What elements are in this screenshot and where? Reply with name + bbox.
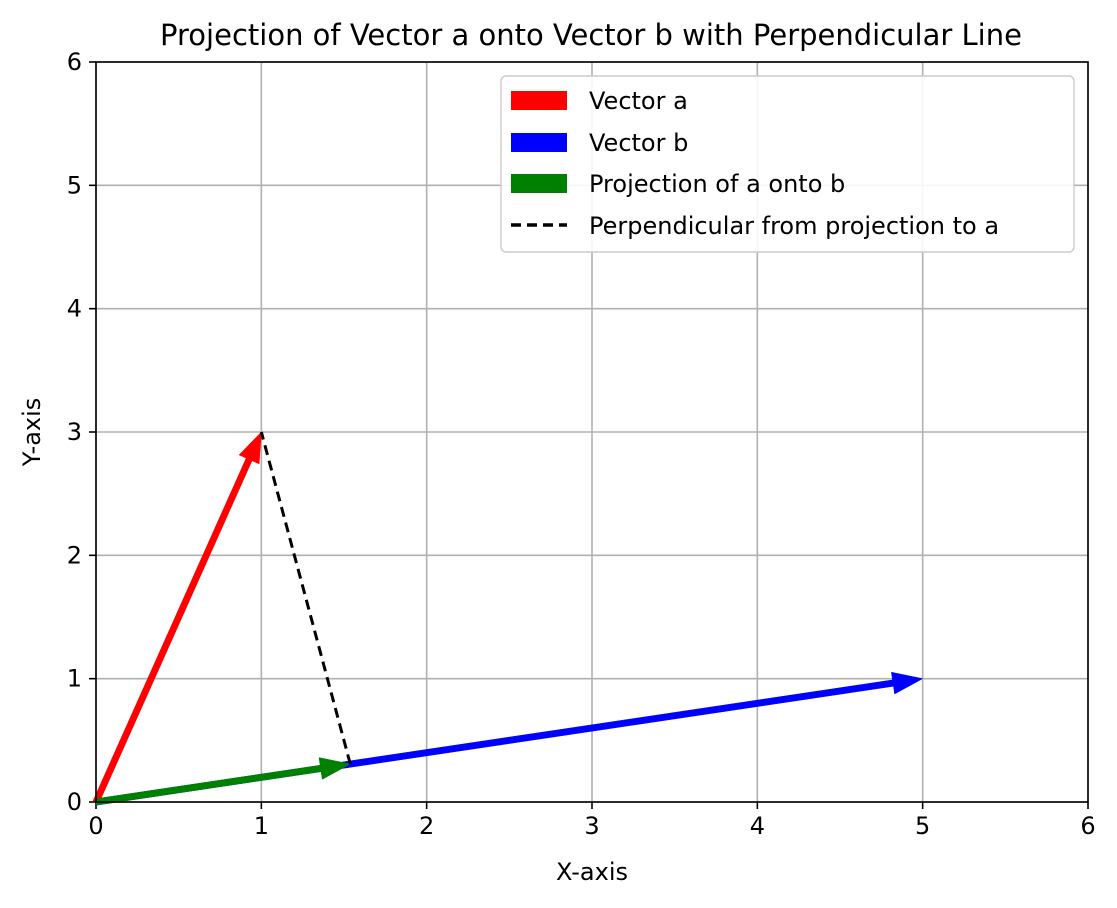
legend-label-perpendicular: Perpendicular from projection to a	[589, 212, 999, 240]
x-tick-label: 2	[419, 812, 434, 840]
legend-label-vector-a: Vector a	[589, 87, 688, 115]
y-tick-label: 0	[67, 788, 82, 816]
x-axis-label: X-axis	[556, 858, 628, 886]
x-tick-label: 6	[1080, 812, 1095, 840]
legend: Vector a Vector b Projection of a onto b…	[500, 75, 1075, 253]
legend-swatch-vector-b	[511, 133, 567, 152]
x-tick-label: 5	[915, 812, 930, 840]
y-tick-label: 2	[67, 541, 82, 569]
y-tick-label: 5	[67, 171, 82, 199]
projection-arrow	[95, 757, 351, 806]
vector-a-arrow	[92, 431, 262, 804]
x-tick-label: 4	[750, 812, 765, 840]
y-axis-label: Y-axis	[18, 398, 46, 468]
y-tick-label: 4	[67, 295, 82, 323]
y-tick-label: 3	[67, 418, 82, 446]
x-tick-label: 1	[254, 812, 269, 840]
chart-title: Projection of Vector a onto Vector b wit…	[160, 18, 1022, 52]
y-tick-label: 1	[67, 665, 82, 693]
plot-marks	[92, 431, 924, 806]
axis-ticks: 0 1 2 3 4 5 6 0 1 2 3 4 5 6	[67, 48, 1096, 840]
y-tick-label: 6	[67, 48, 82, 76]
legend-swatch-vector-a	[511, 91, 567, 110]
legend-swatch-projection	[511, 174, 567, 193]
plot-frame	[95, 61, 1089, 803]
x-tick-label: 3	[584, 812, 599, 840]
legend-label-vector-b: Vector b	[589, 129, 688, 157]
legend-label-projection: Projection of a onto b	[589, 170, 845, 198]
legend-box	[500, 75, 1075, 253]
perpendicular-line	[259, 431, 352, 765]
x-tick-label: 0	[88, 812, 103, 840]
